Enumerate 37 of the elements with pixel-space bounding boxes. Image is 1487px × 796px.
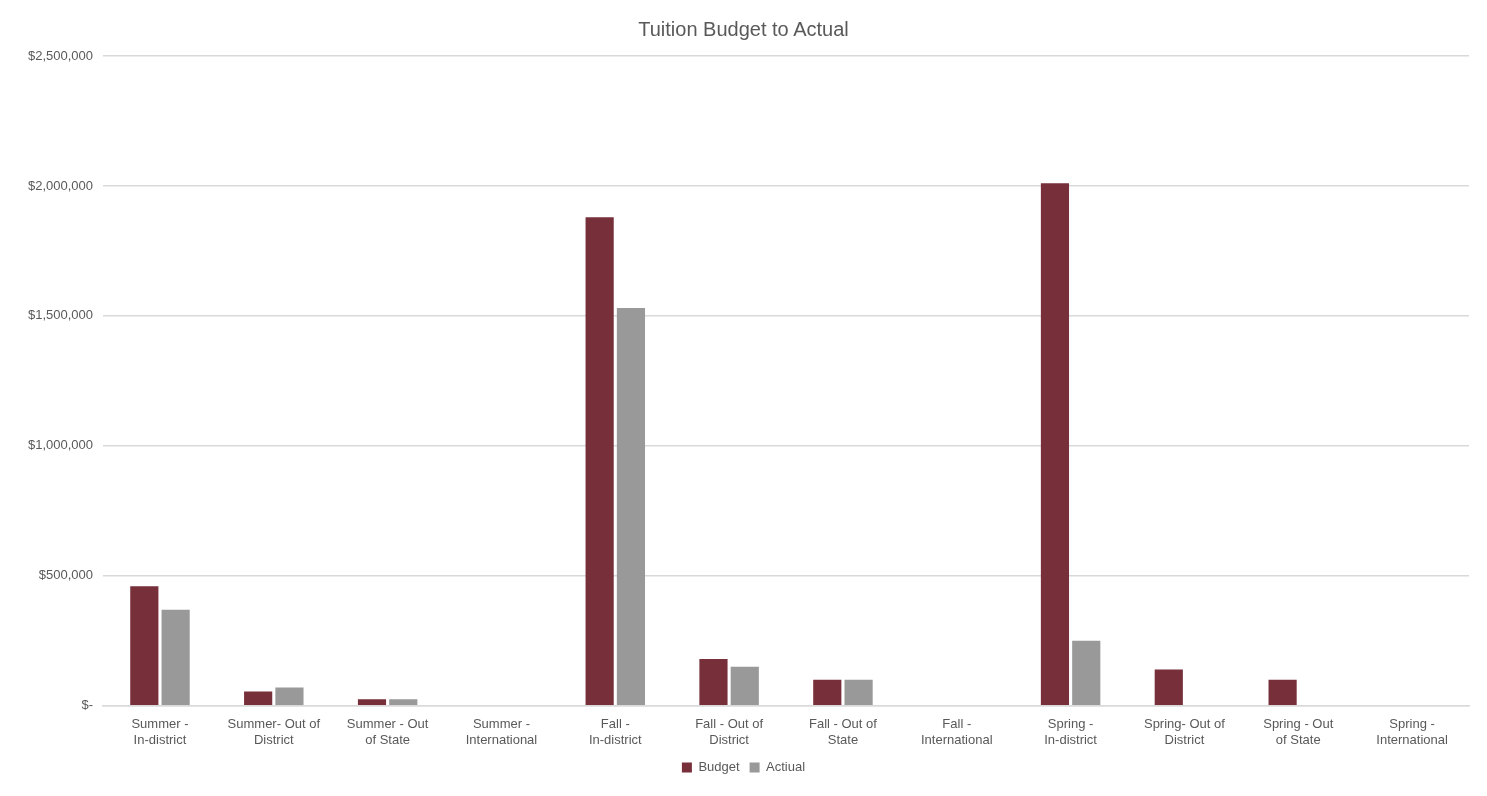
x-tick-label: Fall - Out of District xyxy=(695,716,764,747)
bar xyxy=(1072,640,1101,706)
x-tick-label: Summer - Out of State xyxy=(346,716,429,747)
x-tick-label: Spring - Out of State xyxy=(1263,716,1334,747)
bar xyxy=(844,679,873,706)
x-tick-label: Spring - In-district xyxy=(1044,716,1098,747)
bar xyxy=(1040,183,1070,706)
x-tick-label: Summer- Out of District xyxy=(227,716,321,747)
bar xyxy=(357,699,387,706)
x-tick-label: Summer - International xyxy=(465,716,538,747)
x-tick-label: Fall - In-district xyxy=(588,716,643,747)
x-tick-label: Spring- Out of District xyxy=(1143,716,1226,747)
bar xyxy=(585,217,614,706)
bar xyxy=(389,699,418,706)
x-tick-label: Fall - Out of State xyxy=(808,716,878,747)
x-tick-label: Fall - International xyxy=(920,716,993,747)
y-tick-label: $2,000,000 xyxy=(27,177,94,193)
y-tick-label: $- xyxy=(81,697,94,713)
bar xyxy=(275,687,304,706)
bar xyxy=(244,691,273,706)
bar xyxy=(130,586,159,706)
x-tick-label: Spring - International xyxy=(1376,716,1448,747)
bar xyxy=(161,609,190,706)
bar xyxy=(1268,679,1297,706)
bar xyxy=(699,659,728,706)
legend-label: Actiual xyxy=(766,759,806,775)
bar xyxy=(730,666,759,706)
y-tick-label: $1,500,000 xyxy=(27,307,94,323)
y-tick-label: $500,000 xyxy=(38,567,94,583)
bar xyxy=(1154,669,1183,706)
chart-title: Tuition Budget to Actual xyxy=(638,17,849,40)
legend-label: Budget xyxy=(698,759,740,775)
y-tick-label: $2,500,000 xyxy=(27,47,94,63)
bar xyxy=(813,679,842,706)
x-tick-label: Summer - In-district xyxy=(131,716,189,747)
y-tick-label: $1,000,000 xyxy=(27,437,94,453)
bar xyxy=(616,308,646,706)
